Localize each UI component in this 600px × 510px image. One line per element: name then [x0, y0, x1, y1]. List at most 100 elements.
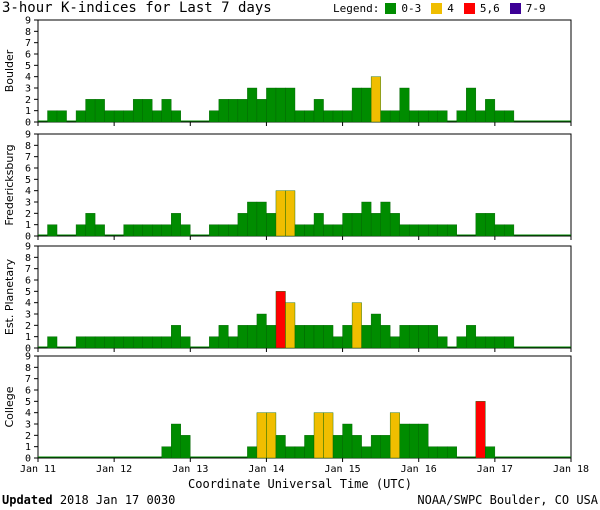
bar-college	[399, 423, 410, 459]
y-tick-label: 2	[25, 209, 31, 220]
bar-fredericksburg	[485, 213, 496, 237]
bar-boulder	[75, 110, 86, 123]
x-tick-label: Jan 15	[325, 464, 361, 475]
bar-est-planetary	[294, 325, 305, 349]
bar-college	[428, 446, 438, 459]
bar-college	[266, 412, 277, 459]
bar-est-planetary	[247, 325, 258, 349]
bar-est-planetary	[266, 325, 277, 349]
y-tick-label: 6	[25, 50, 31, 61]
bar-boulder	[504, 110, 515, 123]
legend-item-4: 4	[447, 2, 454, 15]
y-tick-label: 9	[25, 242, 31, 253]
y-tick-label: 2	[25, 321, 31, 332]
bar-est-planetary	[228, 336, 239, 349]
bar-college	[247, 446, 258, 459]
bar-college	[380, 435, 391, 459]
bar-boulder	[389, 110, 400, 123]
bar-fredericksburg	[380, 201, 391, 237]
bar-college	[342, 423, 353, 459]
bar-boulder	[152, 110, 162, 123]
y-tick-label: 4	[25, 298, 31, 309]
bar-est-planetary	[142, 336, 153, 349]
y-tick-label: 7	[25, 264, 31, 275]
bar-est-planetary	[304, 325, 315, 349]
bar-boulder	[342, 110, 353, 123]
bar-college	[447, 446, 457, 459]
bar-fredericksburg	[313, 213, 324, 237]
bar-boulder	[94, 99, 105, 123]
bar-boulder	[142, 99, 153, 123]
bar-fredericksburg	[228, 224, 239, 237]
legend-label: Legend:	[333, 2, 380, 15]
y-tick-label: 9	[25, 130, 31, 141]
bar-fredericksburg	[237, 213, 248, 237]
bar-boulder	[123, 110, 134, 123]
bar-boulder	[56, 110, 67, 123]
bar-est-planetary	[389, 336, 400, 349]
y-tick-label: 1	[25, 220, 31, 231]
bar-boulder	[237, 99, 248, 123]
bar-est-planetary	[351, 302, 362, 349]
bar-fredericksburg	[85, 213, 96, 237]
bar-boulder	[323, 110, 334, 123]
bar-est-planetary	[285, 302, 296, 349]
bar-est-planetary	[209, 336, 220, 349]
bar-college	[275, 435, 286, 459]
y-tick-label: 5	[25, 175, 31, 186]
x-tick-label: Jan 12	[96, 464, 132, 475]
bar-college	[475, 401, 486, 459]
bar-est-planetary	[275, 291, 286, 349]
bar-fredericksburg	[418, 224, 429, 237]
bar-est-planetary	[123, 336, 134, 349]
bar-fredericksburg	[494, 224, 505, 237]
bar-college	[332, 435, 343, 459]
bar-est-planetary	[171, 325, 181, 349]
bar-est-planetary	[47, 336, 58, 349]
chart-title: 3-hour K-indices for Last 7 days	[2, 0, 272, 16]
y-tick-label: 0	[25, 454, 31, 465]
bar-fredericksburg	[428, 224, 438, 237]
bar-boulder	[266, 87, 277, 123]
bar-est-planetary	[237, 325, 248, 349]
bar-fredericksburg	[389, 213, 400, 237]
bar-est-planetary	[75, 336, 86, 349]
bar-boulder	[351, 87, 362, 123]
bar-boulder	[275, 87, 286, 123]
bar-fredericksburg	[75, 224, 86, 237]
bar-college	[389, 412, 400, 459]
bar-est-planetary	[494, 336, 505, 349]
bar-college	[256, 412, 267, 459]
y-tick-label: 7	[25, 374, 31, 385]
bar-boulder	[171, 110, 181, 123]
bar-boulder	[247, 87, 258, 123]
y-tick-label: 3	[25, 420, 31, 431]
bar-est-planetary	[85, 336, 96, 349]
bar-fredericksburg	[437, 224, 448, 237]
bar-fredericksburg	[294, 224, 305, 237]
legend-swatch-0-3	[385, 3, 397, 14]
bar-college	[437, 446, 448, 459]
bar-boulder	[85, 99, 96, 123]
panel-label-boulder: Boulder	[3, 49, 16, 92]
bar-fredericksburg	[408, 224, 419, 237]
y-tick-label: 4	[25, 72, 31, 83]
bar-fredericksburg	[266, 213, 277, 237]
y-tick-label: 8	[25, 141, 31, 152]
bar-boulder	[399, 87, 410, 123]
bar-boulder	[132, 99, 143, 123]
y-tick-label: 7	[25, 38, 31, 49]
bar-college	[485, 446, 496, 459]
y-tick-label: 9	[25, 16, 31, 27]
bar-est-planetary	[370, 313, 381, 349]
bar-college	[171, 423, 181, 459]
bar-college	[361, 446, 372, 459]
y-tick-label: 6	[25, 164, 31, 175]
bar-est-planetary	[475, 336, 486, 349]
updated-label: Updated	[2, 493, 53, 507]
bar-fredericksburg	[142, 224, 153, 237]
legend-swatch-4	[431, 3, 443, 14]
y-tick-label: 1	[25, 106, 31, 117]
x-tick-label: Jan 16	[401, 464, 437, 475]
bar-boulder	[228, 99, 239, 123]
